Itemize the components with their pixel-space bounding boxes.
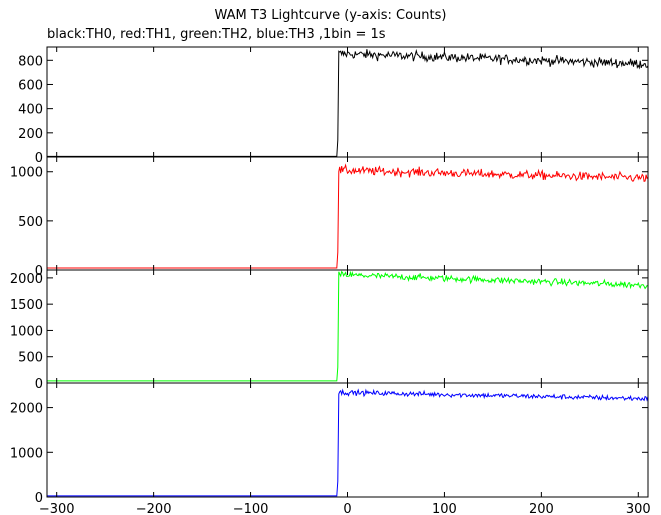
y-tick-label: 0 — [35, 151, 43, 166]
y-tick-label: 0 — [35, 264, 43, 279]
y-tick-label: 500 — [18, 215, 43, 230]
y-tick-label: 1000 — [10, 324, 43, 339]
x-tick-label: −200 — [136, 502, 172, 515]
chart-subtitle: black:TH0, red:TH1, green:TH2, blue:TH3 … — [47, 27, 386, 42]
x-tick-label: −100 — [233, 502, 269, 515]
x-tick-label: −300 — [39, 502, 75, 515]
series-line-th0 — [47, 48, 649, 157]
y-tick-label: 500 — [18, 351, 43, 366]
series-line-th1 — [47, 163, 649, 269]
x-tick-label: 0 — [343, 502, 351, 515]
chart-title: WAM T3 Lightcurve (y-axis: Counts) — [214, 8, 447, 23]
x-tick-label: 200 — [529, 502, 554, 515]
y-tick-label: 0 — [35, 377, 43, 392]
x-tick-label: 100 — [432, 502, 457, 515]
y-tick-label: 1000 — [10, 446, 43, 461]
y-tick-label: 2000 — [10, 272, 43, 287]
y-tick-label: 1500 — [10, 298, 43, 313]
series-line-th2 — [47, 270, 649, 382]
y-tick-label: 800 — [18, 54, 43, 69]
y-tick-label: 2000 — [10, 402, 43, 417]
panel-frame-4 — [46, 382, 649, 498]
y-tick-label: 200 — [18, 127, 43, 142]
x-tick-label: 300 — [626, 502, 651, 515]
y-tick-label: 0 — [35, 491, 43, 506]
y-tick-label: 400 — [18, 103, 43, 118]
series-line-th3 — [47, 388, 649, 497]
panel-frame-1 — [46, 46, 649, 158]
y-tick-label: 1000 — [10, 166, 43, 181]
panel-frame-3 — [46, 269, 649, 384]
y-tick-label: 600 — [18, 78, 43, 93]
